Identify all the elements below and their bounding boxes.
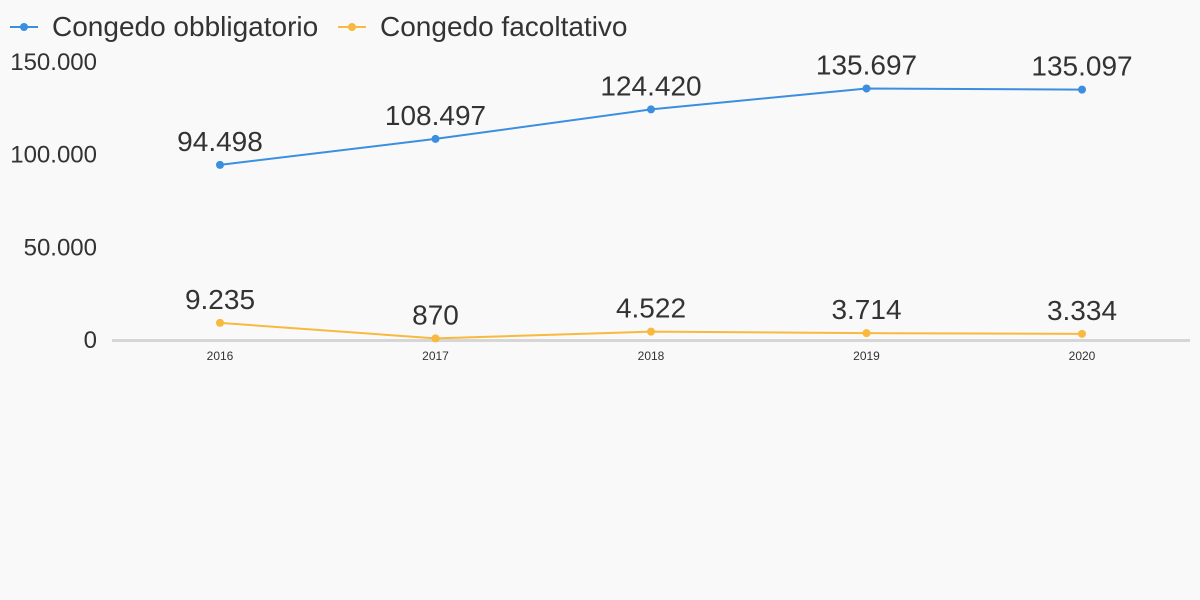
x-tick-label-0: 2016 <box>207 349 234 363</box>
data-point-1-3 <box>862 329 871 338</box>
legend: Congedo obbligatorio Congedo facoltativo <box>10 11 628 42</box>
x-tick-label-1: 2017 <box>422 349 449 363</box>
data-label-0-1: 108.497 <box>385 100 486 131</box>
data-label-0-0: 94.498 <box>177 126 263 157</box>
x-tick-label-2: 2018 <box>638 349 665 363</box>
data-point-0-0 <box>216 160 224 169</box>
data-label-1-1: 870 <box>412 299 459 330</box>
data-point-1-0 <box>216 318 224 327</box>
data-label-0-3: 135.697 <box>816 50 917 81</box>
data-point-0-3 <box>862 84 871 93</box>
y-tick-label-0: 0 <box>84 327 97 354</box>
y-tick-label-3: 150.000 <box>10 49 97 76</box>
plot-area: 94.498 108.497 124.420 135.697 135.097 9.235 8… <box>177 50 1133 343</box>
data-point-1-2 <box>647 327 655 336</box>
data-label-1-0: 9.235 <box>185 284 255 315</box>
x-tick-label-3: 2019 <box>853 349 880 363</box>
data-point-0-2 <box>647 105 655 114</box>
data-point-1-1 <box>431 334 440 343</box>
legend-marker-1 <box>348 23 356 31</box>
data-label-1-2: 4.522 <box>616 293 686 324</box>
legend-marker-0 <box>20 23 28 31</box>
data-point-0-1 <box>431 134 440 143</box>
x-axis: 2016 2017 2018 2019 2020 <box>207 349 1096 363</box>
data-point-1-4 <box>1078 329 1086 338</box>
data-label-0-4: 135.097 <box>1031 51 1132 82</box>
data-label-1-3: 3.714 <box>831 294 901 325</box>
data-label-0-2: 124.420 <box>600 70 701 101</box>
x-tick-label-4: 2020 <box>1069 349 1096 363</box>
data-point-0-4 <box>1078 85 1086 94</box>
data-label-1-4: 3.334 <box>1047 295 1117 326</box>
y-tick-label-2: 100.000 <box>10 142 97 169</box>
legend-label-1: Congedo facoltativo <box>380 11 628 42</box>
y-tick-label-1: 50.000 <box>24 234 97 261</box>
legend-label-0: Congedo obbligatorio <box>52 11 318 42</box>
y-axis: 0 50.000 100.000 150.000 <box>10 49 97 354</box>
